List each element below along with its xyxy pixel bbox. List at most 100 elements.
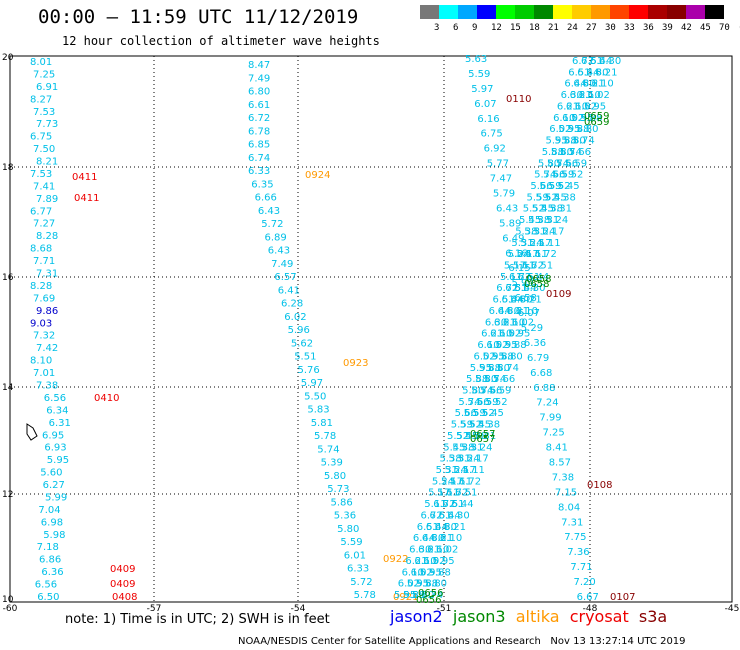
- wave-height-value: 6.72: [522, 261, 544, 272]
- wave-height-value: 7.89: [36, 194, 58, 205]
- wave-height-value: 6.61: [248, 100, 270, 111]
- color-scale-label: 6: [453, 23, 459, 33]
- wave-height-value: 7.01: [33, 368, 55, 379]
- wave-height-value: 6.34: [46, 405, 68, 416]
- wave-height-value: 8.28: [30, 281, 52, 292]
- wave-height-value: 6.10: [414, 556, 436, 567]
- lat-tick-label: 10: [2, 595, 14, 605]
- wave-height-value: 6.21: [431, 533, 453, 544]
- wave-height-value: 7.18: [37, 542, 59, 553]
- wave-height-value: 5.74: [572, 136, 594, 147]
- wave-height-value: 5.24: [457, 454, 479, 465]
- wave-height-value: 5.11: [450, 476, 472, 487]
- wave-height-value: 6.30: [561, 90, 583, 101]
- wave-height-value: 5.11: [538, 238, 560, 249]
- wave-height-value: 5.79: [493, 189, 515, 200]
- wave-height-value: 5.31: [461, 442, 483, 453]
- wave-height-value: 6.51: [442, 499, 464, 510]
- legend-jason2: jason2: [390, 607, 453, 626]
- wave-height-value: 6.10: [440, 533, 462, 544]
- wave-height-value: 5.36: [334, 511, 356, 522]
- wave-height-value: 6.16: [477, 114, 499, 125]
- wave-height-value: 5.38: [465, 431, 487, 442]
- wave-height-value: 5.45: [469, 420, 491, 431]
- lat-tick-label: 20: [2, 53, 14, 63]
- lon-tick-label: -45: [725, 604, 740, 614]
- wave-height-value: 5.95: [508, 329, 530, 340]
- wave-height-value: 5.97: [471, 84, 493, 95]
- color-swatch: [477, 5, 496, 19]
- wave-height-value: 6.43: [258, 206, 280, 217]
- wave-height-value: 8.57: [549, 458, 571, 469]
- wave-height-value: 6.80: [248, 87, 270, 98]
- lon-tick-label: -57: [147, 604, 162, 614]
- wave-height-value: 6.21: [481, 329, 503, 340]
- wave-height-value: 5.80: [412, 590, 434, 601]
- wave-height-value: 5.74: [534, 170, 556, 181]
- color-scale-label: 42: [681, 23, 692, 33]
- color-swatch: [439, 5, 458, 19]
- pass-time-label: 0656: [418, 588, 443, 599]
- wave-height-value: 6.02: [575, 101, 597, 112]
- wave-height-value: 6.41: [278, 285, 300, 296]
- wave-height-value: 6.49: [502, 233, 524, 244]
- wave-height-value: 5.80: [462, 385, 484, 396]
- wave-height-value: 5.62: [291, 338, 313, 349]
- wave-height-value: 7.24: [536, 398, 558, 409]
- wave-height-value: 5.89: [499, 218, 521, 229]
- wave-height-value: 6.02: [499, 329, 521, 340]
- wave-height-value: 6.30: [498, 306, 520, 317]
- wave-height-value: 6.30: [573, 79, 595, 90]
- wave-height-value: 5.97: [301, 378, 323, 389]
- wave-height-value: 5.88: [580, 113, 602, 124]
- wave-height-value: 5.99: [512, 278, 534, 289]
- wave-height-value: 5.11: [513, 261, 535, 272]
- wave-height-value: 6.02: [512, 317, 534, 328]
- wave-height-value: 6.75: [30, 132, 52, 143]
- wave-height-value: 6.31: [49, 418, 71, 429]
- wave-height-value: 6.51: [581, 56, 603, 67]
- pass-time-label: 0409: [110, 579, 135, 590]
- wave-height-value: 5.31: [524, 226, 546, 237]
- wave-height-value: 6.44: [413, 533, 435, 544]
- wave-height-value: 9.86: [36, 306, 58, 317]
- wave-height-value: 5.80: [501, 351, 523, 362]
- wave-height-value: 5.59: [451, 420, 473, 431]
- color-scale-label: 3: [434, 23, 440, 33]
- wave-height-value: 8.47: [248, 60, 270, 71]
- wave-height-value: 7.71: [570, 562, 592, 573]
- color-scale-label: 9: [472, 23, 478, 33]
- wave-height-value: 6.51: [518, 272, 540, 283]
- wave-height-value: 6.67: [577, 592, 599, 603]
- wave-height-value: 5.88: [492, 351, 514, 362]
- wave-height-value: 6.21: [557, 101, 579, 112]
- color-scale-label: 36: [643, 23, 654, 33]
- wave-height-value: 8.28: [36, 231, 58, 242]
- wave-height-value: 5.52: [548, 181, 570, 192]
- wave-height-value: 6.72: [446, 488, 468, 499]
- wave-height-value: 7.53: [33, 107, 55, 118]
- wave-height-value: 6.51: [417, 522, 439, 533]
- wave-height-value: 5.74: [547, 158, 569, 169]
- wave-height-value: 5.38: [452, 442, 474, 453]
- wave-height-value: 7.75: [564, 532, 586, 543]
- wave-height-value: 7.41: [33, 181, 55, 192]
- wave-height-value: 5.95: [432, 556, 454, 567]
- footer-note: note: 1) Time is in UTC; 2) SWH is in fe…: [65, 612, 330, 627]
- wave-height-value: 6.56: [35, 580, 57, 591]
- wave-height-value: 5.11: [500, 272, 522, 283]
- wave-height-value: 6.10: [516, 306, 538, 317]
- color-scale-label: 70: [719, 23, 730, 33]
- wave-height-value: 5.17: [542, 226, 564, 237]
- pass-time-label: 0659: [584, 111, 609, 122]
- color-scale-label: 24: [567, 23, 578, 33]
- wave-height-value: 6.02: [411, 567, 433, 578]
- wave-height-value: 8.21: [36, 157, 58, 168]
- wave-height-value: 5.59: [340, 537, 362, 548]
- wave-height-value: 6.10: [579, 90, 601, 101]
- wave-height-value: 5.52: [485, 397, 507, 408]
- wave-height-value: 5.31: [537, 215, 559, 226]
- wave-height-value: 6.72: [535, 249, 557, 260]
- wave-height-value: 5.24: [470, 442, 492, 453]
- wave-height-value: 5.66: [455, 408, 477, 419]
